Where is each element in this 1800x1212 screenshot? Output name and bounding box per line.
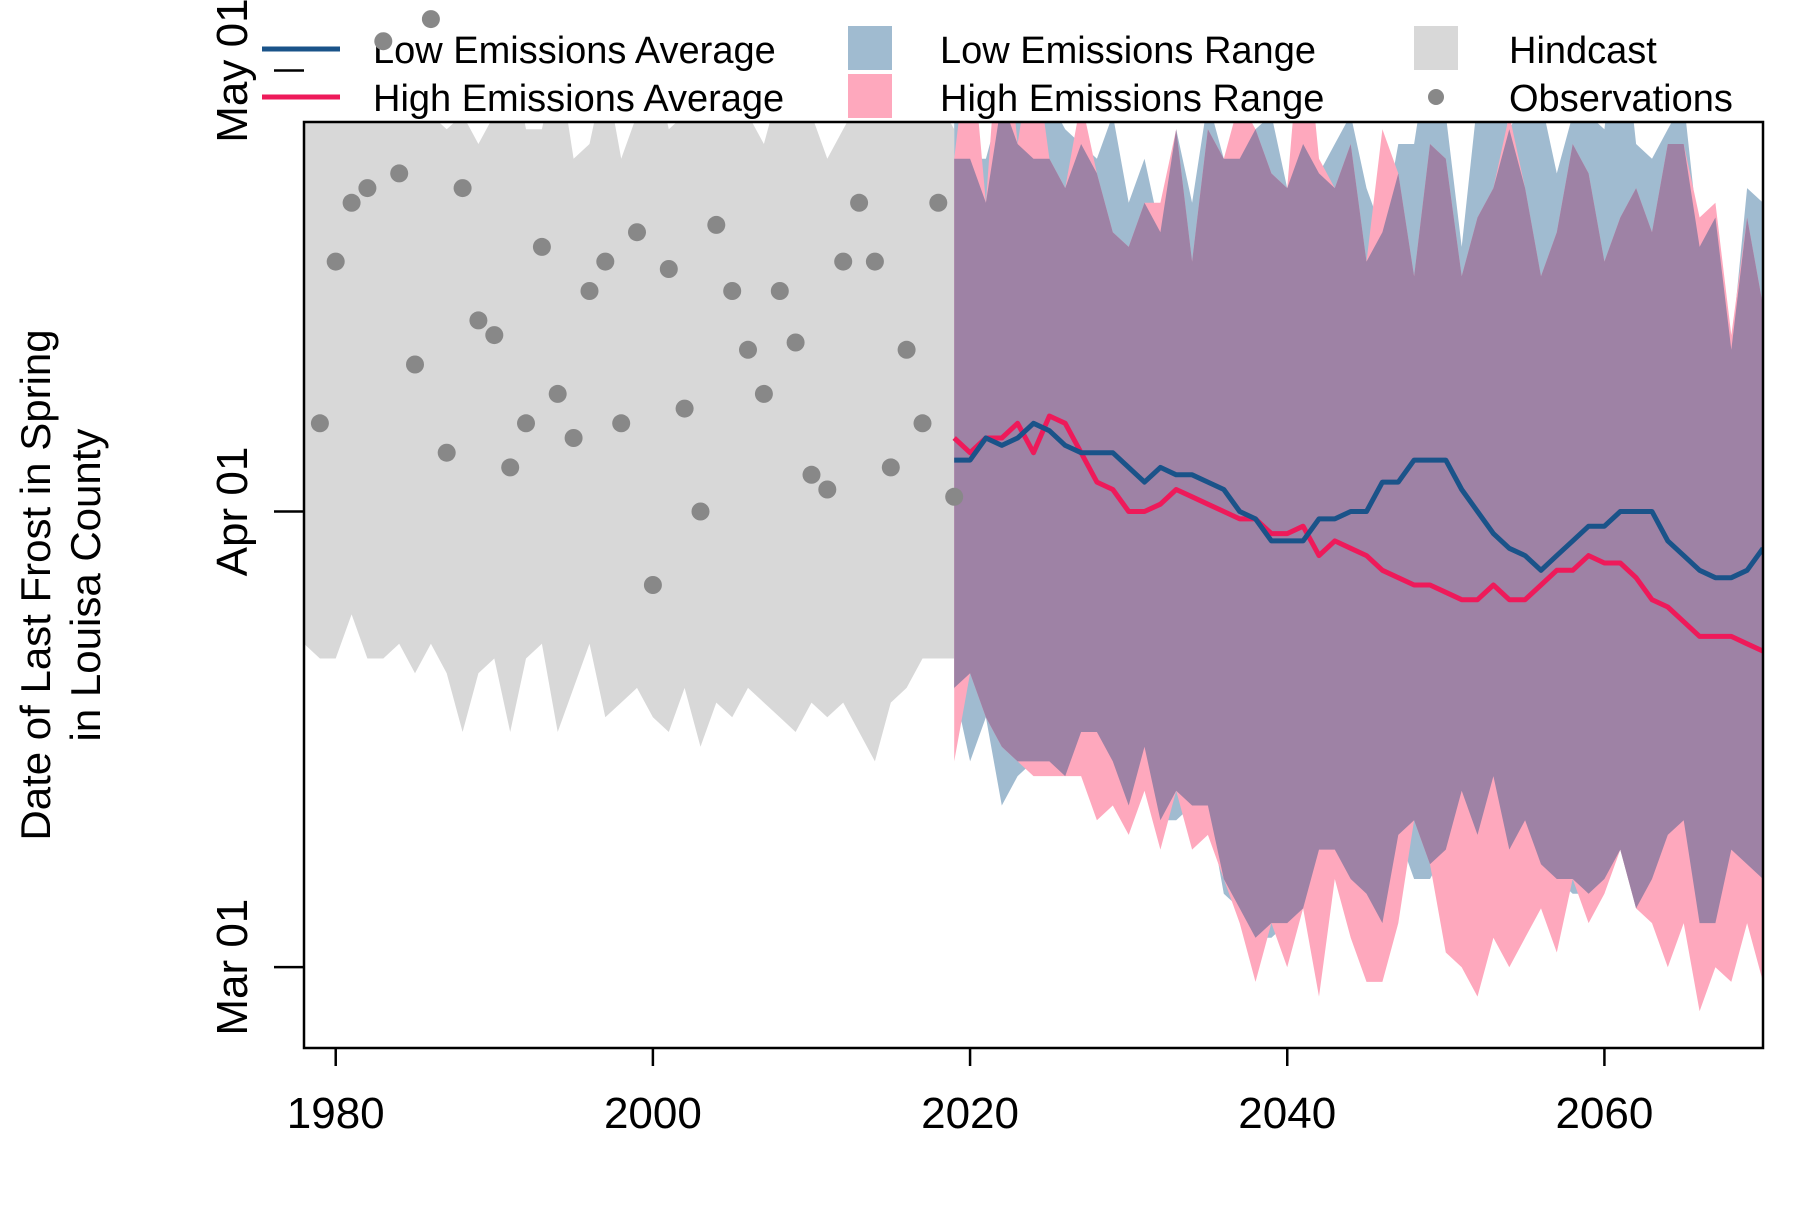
legend-swatch-low-range <box>848 26 892 70</box>
observation-point <box>707 215 726 234</box>
observation-point <box>517 414 535 433</box>
x-tick-label: 2040 <box>1238 1089 1336 1138</box>
legend-swatch-high-range <box>848 74 892 118</box>
plot-frame <box>302 120 1765 1050</box>
y-tick-label: Apr 01 <box>208 447 257 577</box>
x-tick-label: 1980 <box>287 1089 385 1138</box>
observation-point <box>326 252 345 271</box>
observation-point <box>897 340 916 359</box>
observation-point <box>342 193 361 212</box>
legend-label-high-avg: High Emissions Average <box>373 78 784 120</box>
observation-point <box>580 282 599 300</box>
observation-point <box>548 384 567 403</box>
legend-label-low-avg: Low Emissions Average <box>373 30 776 72</box>
observation-point <box>390 164 409 183</box>
legend-swatch-hindcast <box>1414 26 1458 70</box>
observation-point <box>643 576 662 594</box>
observation-point <box>612 414 631 433</box>
x-tick-label: 2020 <box>921 1089 1019 1138</box>
observation-point <box>469 311 488 330</box>
x-tick-label: 2060 <box>1555 1089 1653 1138</box>
observation-point <box>675 399 694 418</box>
legend-label-hindcast: Hindcast <box>1509 30 1657 72</box>
legend-label-low-range: Low Emissions Range <box>940 30 1316 72</box>
observations-layer <box>310 10 964 594</box>
observation-point <box>358 179 377 198</box>
observation-point <box>754 384 773 403</box>
plot-area <box>304 122 1763 1012</box>
observation-point <box>406 355 424 374</box>
observation-point <box>485 326 504 345</box>
line-layer <box>952 413 1763 654</box>
range-layer <box>954 122 1763 1012</box>
legend: Low Emissions Average High Emissions Ave… <box>262 26 1733 120</box>
y-tick-label: Mar 01 <box>208 899 257 1036</box>
observation-point <box>437 443 456 462</box>
observation-point <box>818 480 837 499</box>
observation-point <box>881 458 900 477</box>
y-tick-label: May 01 <box>208 0 257 143</box>
observation-point <box>501 458 520 477</box>
observation-point <box>945 487 964 506</box>
observation-point <box>913 414 932 433</box>
y-axis-title-line2: in Louisa County <box>62 429 109 742</box>
observation-point <box>865 252 884 271</box>
y-axis-title-line1: Date of Last Frost in Spring <box>12 329 59 840</box>
observation-point <box>421 10 440 29</box>
y-axis: Mar 01 Apr 01 May 01 <box>208 0 304 1036</box>
legend-label-observations: Observations <box>1509 78 1733 120</box>
high-emissions-average-line <box>952 413 1763 654</box>
observation-point <box>770 282 789 300</box>
observation-point <box>659 260 678 278</box>
observation-point <box>802 465 821 484</box>
low-emissions-average-line <box>954 420 1763 581</box>
observation-point <box>691 502 710 521</box>
observation-point <box>929 193 948 212</box>
observation-point <box>834 252 853 271</box>
legend-swatch-observations <box>1428 89 1444 105</box>
observation-point <box>739 340 757 359</box>
observation-point <box>786 333 805 352</box>
observation-point <box>628 223 646 242</box>
observation-point <box>596 252 615 271</box>
x-axis: 1980 2000 2020 2040 2060 <box>287 1048 1653 1138</box>
observation-point <box>564 429 583 447</box>
x-tick-label: 2000 <box>604 1089 702 1138</box>
observation-point <box>374 32 393 51</box>
hindcast-layer <box>304 122 955 762</box>
hindcast-band <box>304 122 955 762</box>
observation-point <box>453 179 472 198</box>
range-overlap-band <box>954 122 1763 938</box>
y-axis-title: Date of Last Frost in Spring in Louisa C… <box>12 329 109 840</box>
legend-label-high-range: High Emissions Range <box>940 78 1324 120</box>
observation-point <box>723 282 742 300</box>
observation-point <box>850 193 869 212</box>
observation-point <box>532 237 551 256</box>
observation-point <box>310 414 329 433</box>
